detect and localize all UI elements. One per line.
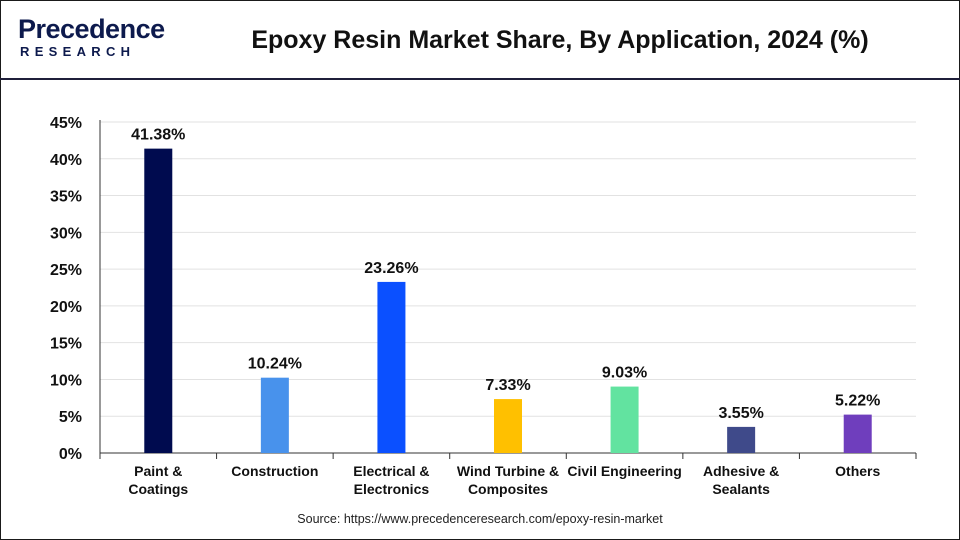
source-note: Source: https://www.precedenceresearch.c… [297,512,663,526]
bar [377,281,406,453]
x-tick-label: Electrical & [353,463,429,479]
brand-logo-wordmark: Precedence [18,14,165,44]
bar [843,414,872,453]
chart-title: Epoxy Resin Market Share, By Application… [251,26,869,54]
brand-logo-subtitle: RESEARCH [20,44,136,59]
x-tick-label: Electronics [354,481,430,497]
bar [727,426,756,453]
data-label: 41.38% [131,127,185,144]
brand-logo: Precedence RESEARCH [18,14,168,64]
x-tick-label: Coatings [128,481,188,497]
data-label: 3.55% [718,405,763,422]
y-tick-label: 35% [50,189,82,206]
x-tick-label: Paint & [134,463,182,479]
bar [144,148,173,453]
y-tick-label: 15% [50,336,82,353]
y-tick-label: 10% [50,372,82,389]
x-tick-label: Civil Engineering [567,463,681,479]
header: Precedence RESEARCH Epoxy Resin Market S… [0,0,960,80]
data-label: 9.03% [602,365,647,382]
bar [260,377,289,453]
y-tick-label: 30% [50,225,82,242]
bar [494,399,522,453]
x-tick-label: Composites [468,481,548,497]
x-tick-label: Wind Turbine & [457,463,559,479]
data-label: 7.33% [485,377,530,394]
bar-chart: 0% 5% 10% 15% 20% 25% 30% 35% 40% 45% 41.38% Paint … [50,115,917,497]
y-tick-label: 5% [59,409,82,426]
y-tick-label: 45% [50,115,82,132]
y-tick-label: 0% [59,446,82,463]
data-label: 10.24% [248,356,302,373]
x-tick-label: Construction [231,463,318,479]
x-tick-label: Adhesive & [703,463,779,479]
data-label: 23.26% [364,260,418,277]
data-label: 5.22% [835,393,880,410]
x-tick-label: Others [835,463,880,479]
bar [610,386,639,453]
x-tick-label: Sealants [712,481,770,497]
y-tick-label: 40% [50,152,82,169]
y-tick-label: 20% [50,299,82,316]
y-tick-label: 25% [50,262,82,279]
